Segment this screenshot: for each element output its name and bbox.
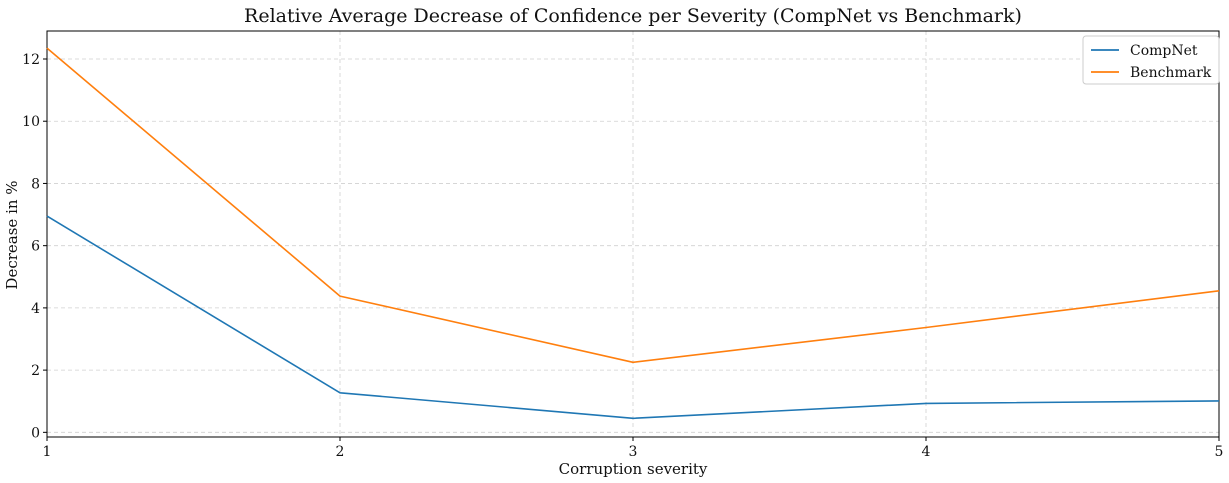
x-tick-label: 3 — [629, 444, 638, 460]
x-tick-label: 5 — [1215, 444, 1224, 460]
x-tick-label: 2 — [336, 444, 345, 460]
grid — [46, 31, 1220, 437]
legend-label: Benchmark — [1130, 65, 1212, 81]
legend-label: CompNet — [1130, 43, 1198, 59]
plot-frame — [46, 30, 1220, 438]
y-tick-label: 0 — [31, 425, 40, 441]
y-tick-label: 10 — [22, 114, 40, 130]
y-tick-label: 2 — [31, 363, 40, 379]
chart-title: Relative Average Decrease of Confidence … — [244, 5, 1022, 27]
series-line-benchmark — [46, 47, 1220, 364]
series-line-compnet — [46, 215, 1220, 420]
y-tick-label: 12 — [22, 52, 40, 68]
legend: CompNet Benchmark — [1082, 35, 1220, 85]
series-lines — [46, 47, 1220, 420]
y-tick-label: 8 — [31, 176, 40, 192]
x-tick-label: 1 — [43, 444, 52, 460]
x-tick-label: 4 — [922, 444, 931, 460]
y-axis-label: Decrease in % — [3, 180, 21, 289]
y-tick-label: 6 — [31, 239, 40, 255]
x-axis-label: Corruption severity — [559, 460, 708, 478]
y-tick-label: 4 — [31, 301, 40, 317]
